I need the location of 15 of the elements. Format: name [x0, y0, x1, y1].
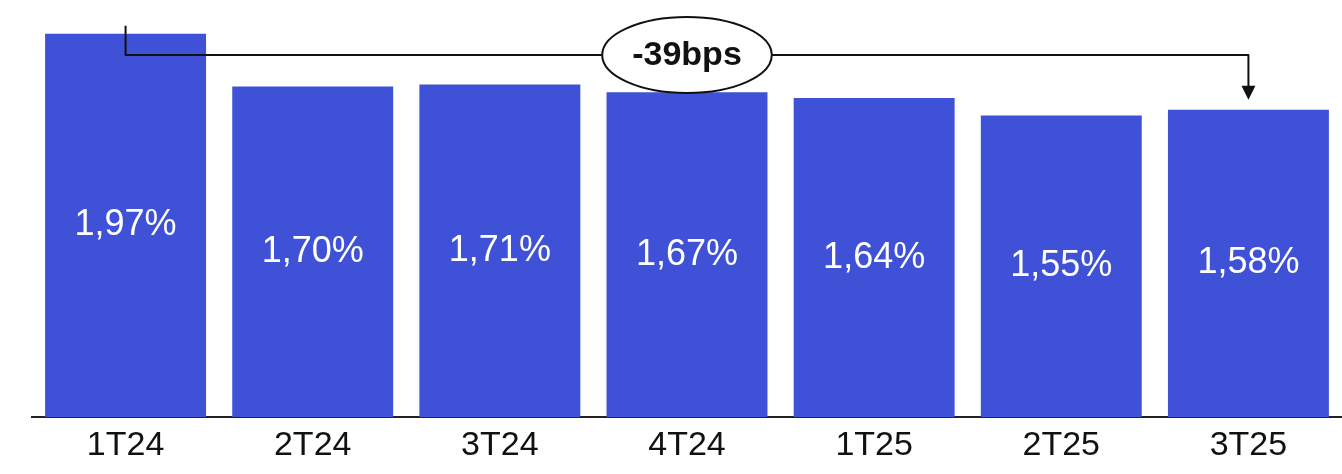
- data-label: 1,55%: [1010, 243, 1113, 285]
- x-tick-label: 3T24: [461, 423, 539, 462]
- data-label: 1,70%: [261, 228, 364, 270]
- x-tick-label: 2T24: [273, 423, 352, 462]
- x-tick-label: 1T24: [86, 423, 165, 462]
- data-label: 1,71%: [448, 227, 551, 269]
- annotation: -39bps: [632, 34, 742, 73]
- x-tick-label: 2T25: [1022, 423, 1101, 462]
- data-label: 1,97%: [74, 202, 177, 244]
- x-tick-label: 1T25: [835, 423, 913, 462]
- data-label: 1,58%: [1197, 240, 1300, 282]
- x-tick-label: 3T25: [1209, 423, 1288, 462]
- data-label: 1,67%: [635, 231, 739, 273]
- x-tick-label: 4T24: [648, 423, 726, 462]
- data-label: 1,64%: [823, 234, 926, 276]
